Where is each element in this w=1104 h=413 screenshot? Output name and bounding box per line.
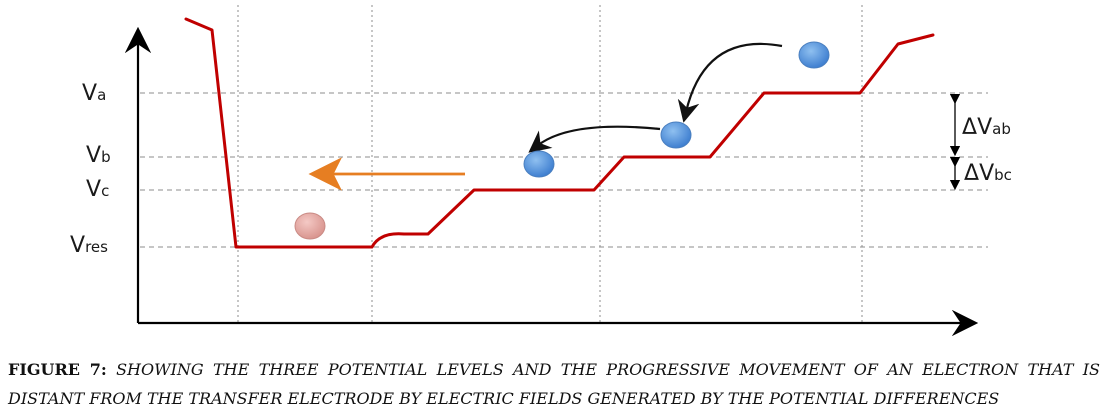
field-arrow-va-to-vb: [677, 42, 783, 123]
caption-text: SHOWING THE THREE POTENTIAL LEVELS AND T…: [8, 360, 1101, 408]
level-label-vb: Vb: [86, 143, 111, 168]
level-label-va: Va: [82, 81, 106, 106]
field-arrow-vb-to-vc: [528, 125, 661, 153]
caption-label: FIGURE 7:: [8, 360, 107, 379]
difference-label-vbc: ΔVbc: [964, 161, 1012, 186]
difference-label-vab: ΔVab: [962, 115, 1011, 140]
electron-at-vb: [660, 121, 692, 149]
electron-at-vres: [294, 212, 326, 240]
electron-at-vc: [523, 150, 555, 178]
potential-diagram: Va Vb Vc Vres ΔVab ΔVbc: [70, 5, 1012, 337]
level-label-vres: Vres: [70, 233, 108, 258]
figure-caption: FIGURE 7: SHOWING THE THREE POTENTIAL LE…: [8, 355, 1100, 413]
vertical-gridlines: [237, 5, 863, 323]
potential-curve: [184, 17, 935, 249]
level-labels: Va Vb Vc Vres: [70, 81, 111, 258]
electron-at-va: [798, 41, 830, 69]
level-label-vc: Vc: [86, 177, 109, 202]
level-lines: [140, 92, 988, 248]
